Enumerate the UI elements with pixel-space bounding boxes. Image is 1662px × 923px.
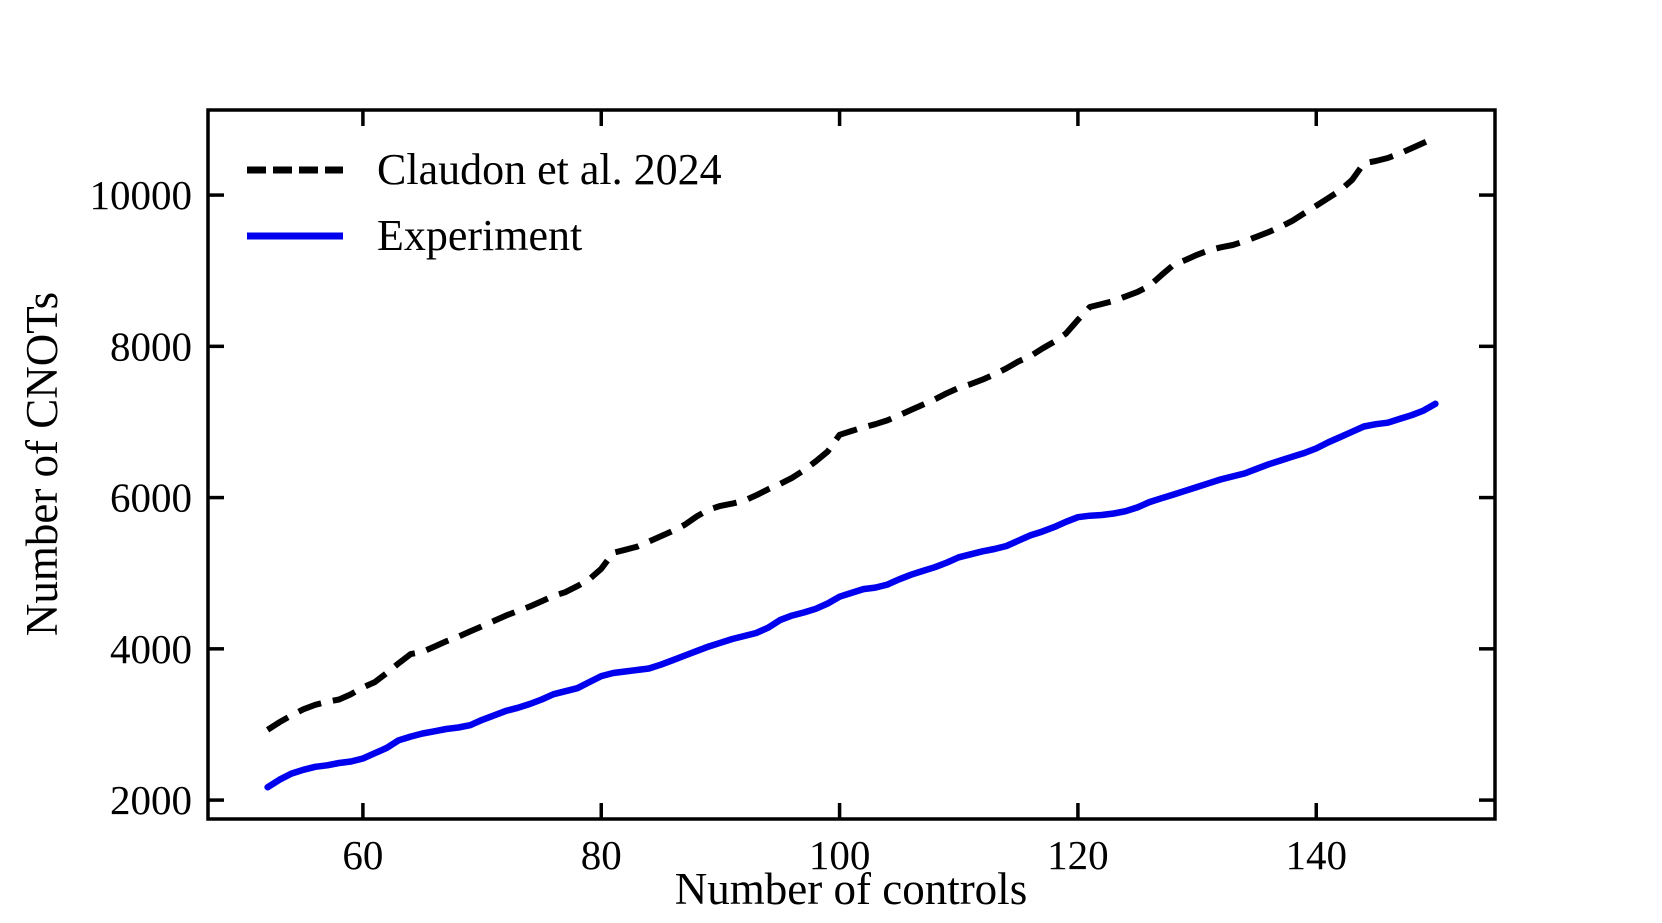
y-tick-label: 8000: [110, 323, 192, 369]
series-line-claudon-et-al-2024: [265, 134, 1437, 733]
x-tick-label: 140: [1286, 832, 1348, 878]
x-axis-label: Number of controls: [675, 864, 1027, 914]
legend-label: Claudon et al. 2024: [377, 145, 722, 194]
x-tick-label: 100: [809, 832, 871, 878]
y-tick-label: 6000: [110, 475, 192, 521]
x-tick-label: 80: [581, 832, 622, 878]
series-line-experiment: [264, 400, 1439, 791]
legend-label: Experiment: [377, 211, 582, 260]
x-tick-label: 60: [342, 832, 383, 878]
y-tick-label: 4000: [110, 626, 192, 672]
y-axis-label: Number of CNOTs: [17, 292, 67, 636]
x-tick-label: 120: [1047, 832, 1109, 878]
y-tick-label: 2000: [110, 777, 192, 823]
y-tick-label: 10000: [90, 172, 193, 218]
plot-area: 60 80 100 120 140 2000 4000 6000 8000 10000 Claudo…: [90, 108, 1497, 878]
axes-frame: [206, 108, 1497, 821]
